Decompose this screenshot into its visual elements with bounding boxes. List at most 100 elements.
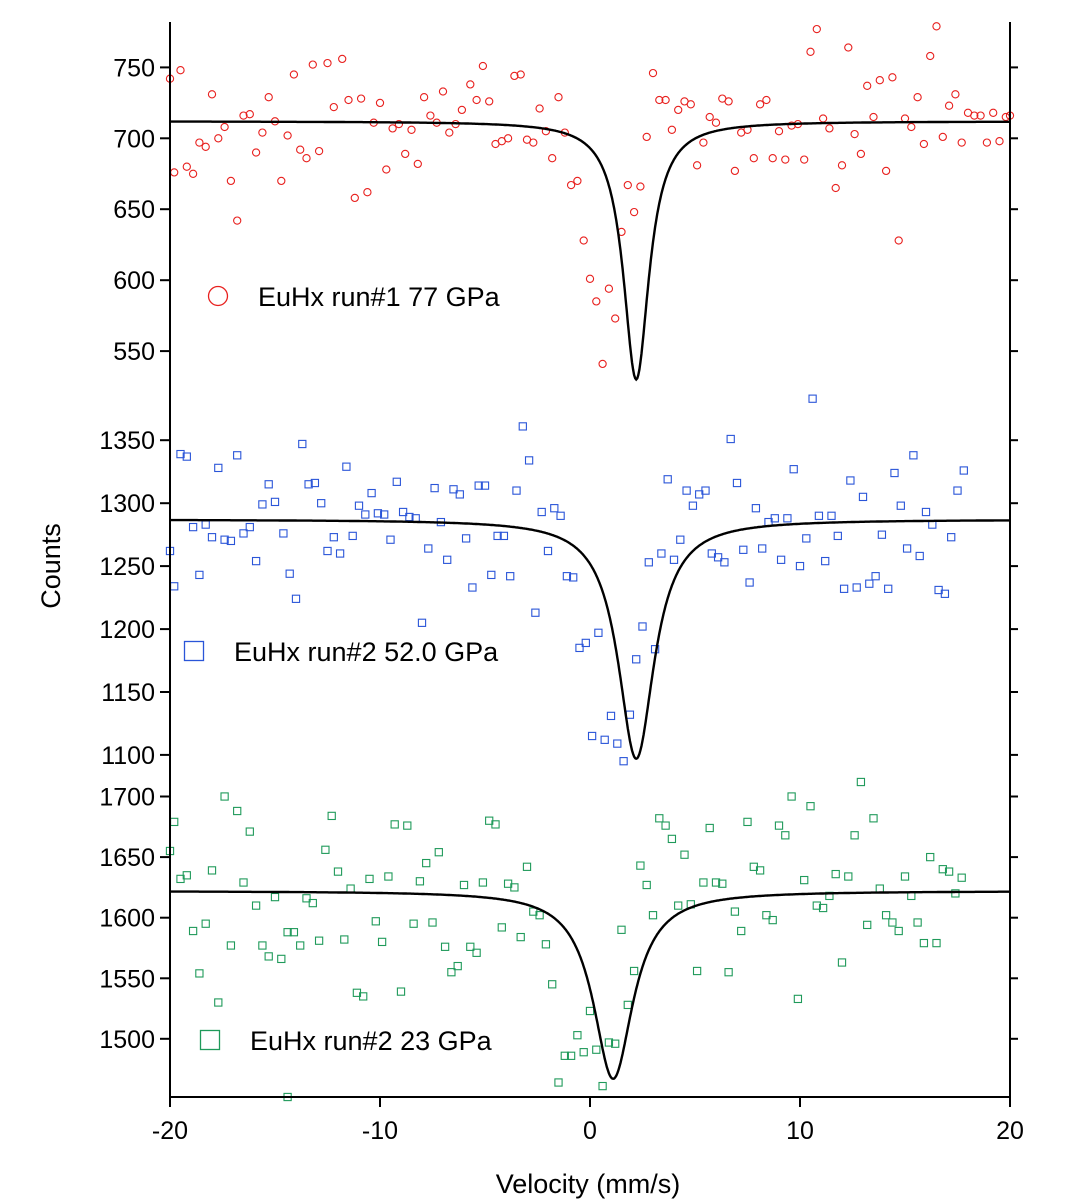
data-point xyxy=(787,792,796,801)
data-point xyxy=(506,572,515,581)
data-point xyxy=(310,478,320,488)
data-point xyxy=(663,475,672,484)
data-point xyxy=(480,481,490,490)
data-point xyxy=(487,570,496,580)
data-point xyxy=(795,561,805,571)
data-point xyxy=(394,119,404,129)
data-point xyxy=(711,118,721,127)
data-point xyxy=(585,274,595,283)
data-point xyxy=(422,858,431,868)
data-point xyxy=(825,124,834,133)
data-point xyxy=(661,821,670,830)
data-point xyxy=(770,514,779,523)
data-point xyxy=(724,968,733,977)
data-point xyxy=(808,394,817,403)
data-point xyxy=(258,941,267,950)
data-point xyxy=(251,901,261,910)
data-point xyxy=(926,51,935,61)
y-axis-ticks: 550 600 650 700 750 1100 1150 1200 1250 1300 1350 1… xyxy=(99,54,1018,1054)
y-tick-label: 1700 xyxy=(99,784,155,812)
data-point xyxy=(409,919,418,928)
x-tick-label: 0 xyxy=(583,1117,597,1145)
data-point xyxy=(921,507,931,517)
data-point xyxy=(877,530,887,539)
data-point xyxy=(176,449,185,459)
data-point xyxy=(270,497,280,507)
data-point xyxy=(233,451,242,460)
data-point xyxy=(182,162,191,171)
data-point xyxy=(720,558,729,567)
data-point xyxy=(245,110,254,119)
y-tick-label: 1100 xyxy=(101,742,155,770)
y-tick-label: 1500 xyxy=(99,1026,155,1054)
data-point xyxy=(850,129,859,139)
data-point xyxy=(375,98,385,108)
data-point xyxy=(913,93,922,102)
data-point xyxy=(957,873,966,882)
data-point xyxy=(535,104,544,113)
data-point xyxy=(522,862,532,871)
data-point xyxy=(367,488,376,498)
y-tick-label: 1600 xyxy=(99,905,155,933)
data-point xyxy=(814,511,824,520)
data-point xyxy=(289,70,299,79)
fit-curve xyxy=(170,120,1010,382)
y-tick-label: 1300 xyxy=(99,490,155,518)
data-point xyxy=(214,998,223,1007)
data-point xyxy=(566,180,576,190)
data-point xyxy=(560,1051,569,1060)
y-tick-label: 750 xyxy=(113,54,155,82)
data-point xyxy=(569,573,578,582)
data-point xyxy=(386,535,395,544)
data-point xyxy=(875,76,884,85)
data-point xyxy=(566,1051,576,1060)
legend-entries: EuHx run#1 77 GPa EuHx run#2 52.0 GPa EuHx… xyxy=(183,282,501,1056)
data-point xyxy=(434,848,443,857)
data-point xyxy=(371,917,380,926)
data-point xyxy=(938,865,947,874)
data-point xyxy=(806,802,815,811)
data-point xyxy=(449,485,458,494)
data-point xyxy=(705,112,714,122)
data-point xyxy=(201,142,210,151)
data-point xyxy=(730,907,740,916)
data-point xyxy=(359,992,368,1001)
data-point xyxy=(453,961,462,971)
data-point xyxy=(541,940,551,949)
data-point xyxy=(413,159,422,169)
data-point xyxy=(541,127,551,136)
data-point xyxy=(674,901,683,910)
data-point xyxy=(226,176,236,186)
data-point xyxy=(417,618,427,627)
data-point xyxy=(468,583,477,592)
x-tick-label: 20 xyxy=(996,1117,1024,1145)
data-point xyxy=(556,511,565,520)
data-point xyxy=(472,948,481,957)
data-point xyxy=(516,932,525,942)
legend-marker xyxy=(199,1029,221,1051)
data-point xyxy=(661,95,670,105)
data-point xyxy=(900,872,910,881)
data-point xyxy=(562,572,572,581)
data-point xyxy=(195,138,204,147)
data-point xyxy=(382,165,391,174)
data-point xyxy=(226,536,236,546)
data-point xyxy=(894,926,903,936)
data-point xyxy=(827,511,836,520)
data-point xyxy=(575,643,584,653)
data-point xyxy=(919,938,929,948)
y-tick-label: 650 xyxy=(113,196,155,224)
data-point xyxy=(380,510,389,519)
data-point xyxy=(317,499,326,508)
data-point xyxy=(762,911,771,920)
data-point xyxy=(220,122,229,132)
data-point xyxy=(881,911,891,920)
x-tick-label: 10 xyxy=(786,1117,814,1145)
data-point xyxy=(398,507,408,517)
data-point xyxy=(768,154,777,163)
data-point xyxy=(537,507,546,517)
data-point xyxy=(220,792,229,801)
data-point xyxy=(755,100,765,109)
data-point xyxy=(392,477,401,486)
y-tick-label: 700 xyxy=(113,125,155,153)
